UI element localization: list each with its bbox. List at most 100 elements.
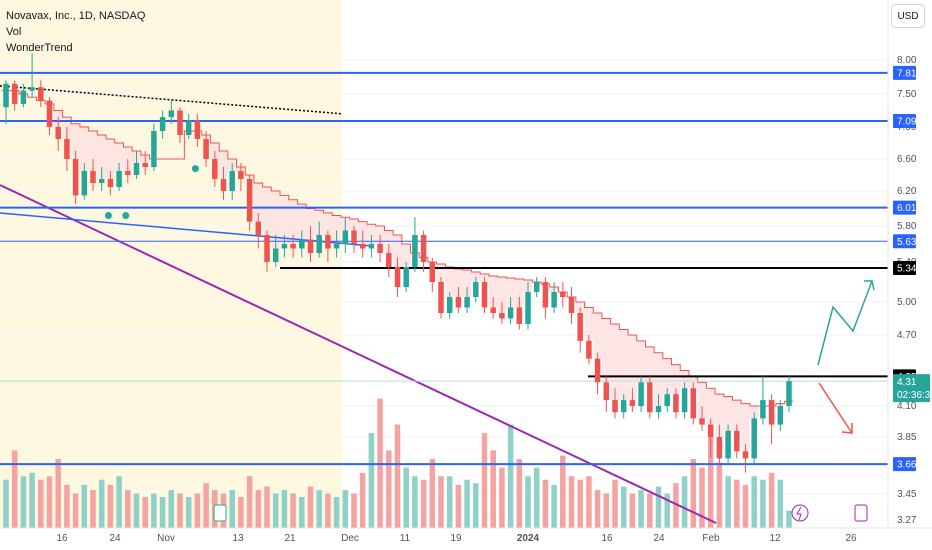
volume-bar	[586, 476, 592, 528]
time-tick-label: 12	[769, 533, 781, 544]
candle-body	[473, 282, 479, 297]
volume-bar	[490, 450, 496, 528]
time-tick-label: 13	[232, 533, 244, 544]
candle-body	[177, 110, 183, 135]
volume-bar	[481, 433, 488, 528]
volume-bar	[699, 467, 705, 528]
volume-bar	[177, 493, 183, 528]
volume-bar	[533, 467, 540, 528]
volume-bar	[351, 493, 357, 528]
trend-fill	[349, 219, 359, 231]
volume-bar	[98, 479, 105, 528]
level-price-tag	[893, 65, 916, 80]
candle-body	[194, 120, 201, 139]
candle-body	[125, 171, 131, 175]
volume-bar	[412, 476, 418, 528]
volume-bar	[20, 476, 27, 528]
candle-body	[116, 171, 122, 187]
price-tick-label: 6.20	[897, 186, 917, 197]
volume-bar	[716, 462, 723, 528]
candle-body	[55, 127, 61, 139]
time-tick-label: 11	[400, 533, 411, 544]
level-price-label: 5.63	[897, 237, 917, 248]
candle-body	[768, 400, 775, 425]
candle-body	[98, 179, 105, 183]
legend-volume-indicator[interactable]: Vol	[6, 26, 22, 38]
volume-bar	[655, 486, 662, 528]
time-tick-label: Nov	[157, 533, 175, 544]
volume-bar	[568, 476, 575, 528]
legend-symbol-title[interactable]: Novavax, Inc., 1D, NASDAQ	[6, 10, 146, 22]
volume-bar	[516, 459, 523, 528]
candle-body	[464, 297, 470, 308]
trend-fill	[706, 388, 716, 425]
countdown-label: 02:36:30	[897, 390, 932, 401]
candle-body	[716, 437, 723, 459]
candle-body	[533, 282, 540, 292]
volume-bar	[368, 433, 375, 528]
candle-body	[290, 244, 296, 249]
volume-bar	[72, 493, 79, 528]
volume-bar	[325, 493, 331, 528]
volume-bar	[90, 490, 96, 528]
trend-fill	[601, 318, 611, 383]
price-tick-label: 3.45	[897, 489, 917, 500]
candle-body	[351, 230, 357, 244]
candle-body	[220, 179, 227, 191]
trend-fill	[741, 403, 750, 452]
level-price-label: 6.01	[897, 203, 917, 214]
dotted-resistance-line	[0, 85, 343, 115]
candle-body	[333, 244, 340, 249]
candle-body	[629, 400, 636, 406]
candle-body	[46, 100, 53, 127]
trend-fill	[454, 269, 463, 297]
trend-fill	[280, 195, 289, 244]
bearish-projection-arrow	[818, 382, 853, 434]
currency-button[interactable]: USD	[891, 4, 925, 28]
volume-bar	[194, 493, 201, 528]
trend-fill	[271, 191, 281, 249]
price-tick-label: 6.60	[897, 154, 917, 165]
trend-fill	[715, 394, 724, 437]
candle-body	[507, 307, 514, 319]
volume-bar	[272, 493, 279, 528]
volume-bars	[3, 398, 792, 528]
candle-body	[316, 235, 322, 253]
candle-body	[377, 244, 383, 253]
trend-fill	[88, 131, 98, 171]
candle-body	[455, 297, 462, 308]
lightning-icon	[796, 506, 802, 521]
candle-body	[525, 292, 531, 324]
candle-body	[655, 406, 662, 413]
candle-body	[760, 400, 766, 419]
volume-bar	[151, 493, 157, 528]
volume-bar	[29, 472, 35, 528]
time-axis[interactable]: 16 24 Nov 13 21 Dec 11 19 2024 16 24 Feb 12 26	[0, 527, 932, 544]
time-tick-label: 2024	[517, 533, 540, 544]
candle-body	[481, 282, 488, 308]
volume-bar	[429, 459, 436, 528]
price-tick-label: 7.50	[897, 89, 917, 100]
price-axis[interactable]: 8.007.507.006.606.205.805.405.004.704.10…	[887, 0, 932, 528]
volume-bar	[142, 496, 148, 528]
trend-fill	[506, 278, 515, 308]
dividend-dot	[104, 212, 112, 219]
candle-body	[238, 171, 244, 179]
trend-fill	[97, 135, 107, 179]
trend-fill	[445, 267, 455, 297]
time-tick-label: Dec	[341, 533, 359, 544]
candles	[3, 53, 792, 473]
time-tick-label: Feb	[702, 533, 720, 544]
bullish-projection-arrow	[817, 280, 873, 366]
candle-body	[612, 400, 618, 413]
legend-wondertrend-indicator[interactable]: WonderTrend	[6, 42, 73, 54]
candle-body	[568, 297, 575, 313]
candle-body	[490, 307, 496, 313]
volume-bar	[664, 493, 670, 528]
candle-body	[673, 394, 679, 413]
candle-body	[420, 235, 427, 262]
volume-bar	[386, 450, 392, 528]
highlight-zone	[0, 0, 342, 528]
volume-bar	[168, 490, 175, 528]
